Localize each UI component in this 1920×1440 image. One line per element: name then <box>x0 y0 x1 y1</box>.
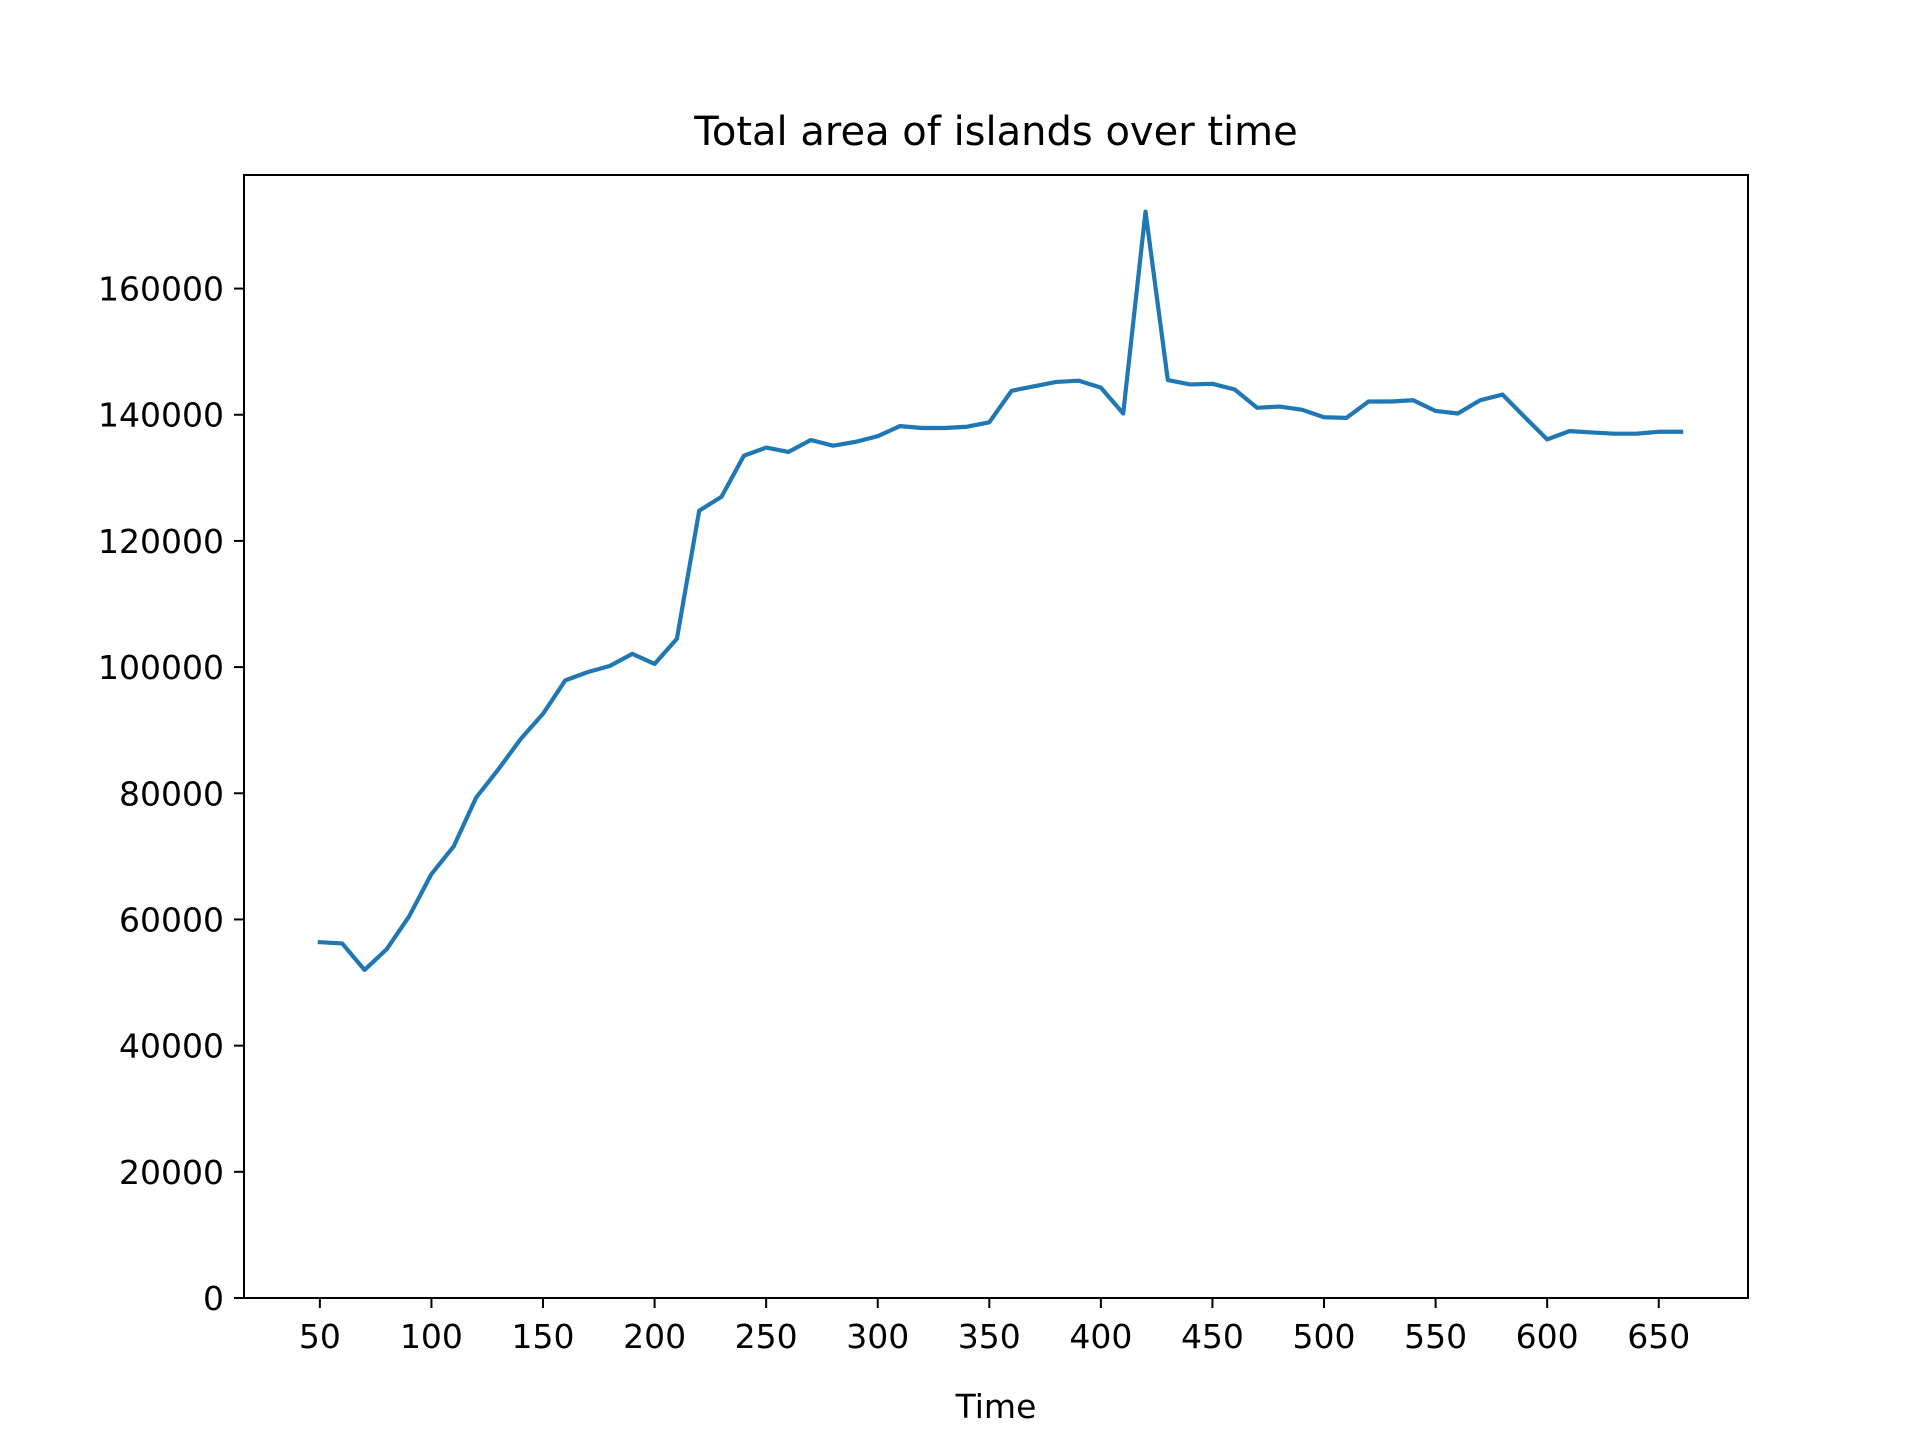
y-tick-label: 0 <box>203 1279 224 1318</box>
y-tick-label: 120000 <box>98 522 224 561</box>
x-tick-label: 650 <box>1627 1317 1690 1356</box>
x-tick-label: 300 <box>846 1317 909 1356</box>
x-tick-label: 350 <box>958 1317 1021 1356</box>
x-tick-label: 550 <box>1404 1317 1467 1356</box>
series-line-0 <box>317 209 1684 973</box>
y-tick-label: 60000 <box>119 900 224 939</box>
x-tick-label: 500 <box>1293 1317 1356 1356</box>
x-axis: 50 100 150 200 250 300 350 400 450 500 550 600 650 <box>299 1298 1690 1356</box>
chart-title: Total area of islands over time <box>693 109 1297 155</box>
y-tick-label: 20000 <box>119 1153 224 1192</box>
x-tick-label: 450 <box>1181 1317 1244 1356</box>
y-tick-label: 140000 <box>98 396 224 435</box>
plot-frame <box>243 174 1749 1299</box>
x-tick-label: 400 <box>1069 1317 1132 1356</box>
plot-area <box>243 174 1749 1299</box>
y-tick-label: 100000 <box>98 648 224 687</box>
y-tick-label: 160000 <box>98 270 224 309</box>
y-axis: 0 20000 40000 60000 80000 100000 120000 140000 1… <box>98 270 244 1318</box>
x-tick-label: 150 <box>512 1317 575 1356</box>
x-tick-label: 200 <box>623 1317 686 1356</box>
x-tick-label: 600 <box>1516 1317 1579 1356</box>
x-tick-label: 50 <box>299 1317 341 1356</box>
x-tick-label: 100 <box>400 1317 463 1356</box>
y-tick-label: 40000 <box>119 1027 224 1066</box>
y-tick-label: 80000 <box>119 774 224 813</box>
x-axis-label: Time <box>955 1387 1037 1426</box>
x-tick-label: 250 <box>735 1317 798 1356</box>
